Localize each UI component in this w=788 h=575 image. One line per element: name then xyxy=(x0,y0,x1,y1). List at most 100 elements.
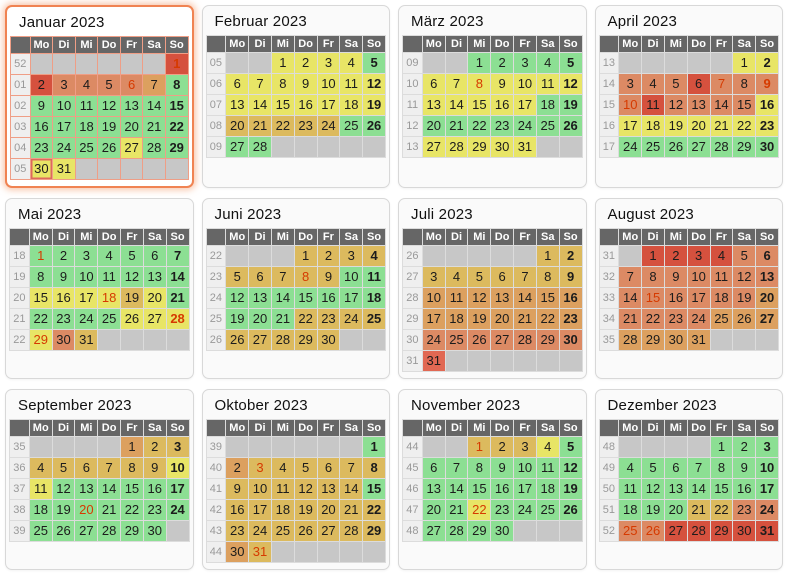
day-cell[interactable]: 30 xyxy=(226,542,249,562)
day-cell[interactable]: 2 xyxy=(559,246,582,266)
day-cell[interactable]: 6 xyxy=(756,246,778,266)
day-cell[interactable]: 12 xyxy=(642,479,664,499)
day-cell[interactable]: 17 xyxy=(514,95,536,115)
month-card-5[interactable]: Mai 2023 Mo Di Mi Do Fr Sa So 18 1 2 3 4 5 6 7 19 8 9 10 11 1… xyxy=(5,198,194,379)
day-cell[interactable]: 16 xyxy=(317,288,340,308)
day-cell[interactable]: 1 xyxy=(536,246,559,266)
day-cell[interactable]: 31 xyxy=(687,330,710,350)
day-cell[interactable]: 21 xyxy=(514,309,536,329)
day-cell[interactable]: 3 xyxy=(422,267,445,287)
day-cell[interactable]: 2 xyxy=(143,437,166,457)
day-cell[interactable]: 16 xyxy=(294,95,317,115)
day-cell[interactable]: 2 xyxy=(52,246,75,266)
day-cell[interactable]: 26 xyxy=(733,309,756,329)
day-cell[interactable]: 12 xyxy=(52,479,75,499)
day-cell[interactable]: 3 xyxy=(53,75,75,95)
day-cell[interactable]: 5 xyxy=(642,458,664,478)
day-cell[interactable]: 7 xyxy=(687,458,710,478)
day-cell[interactable]: 10 xyxy=(340,267,363,287)
day-cell[interactable]: 21 xyxy=(98,500,121,520)
day-cell[interactable]: 11 xyxy=(340,74,363,94)
day-cell[interactable]: 22 xyxy=(468,500,491,520)
day-cell[interactable]: 12 xyxy=(294,479,317,499)
day-cell[interactable]: 2 xyxy=(317,246,340,266)
day-cell[interactable]: 21 xyxy=(710,116,733,136)
day-cell[interactable]: 14 xyxy=(445,479,468,499)
day-cell[interactable]: 19 xyxy=(363,95,385,115)
day-cell[interactable]: 30 xyxy=(143,521,166,541)
day-cell[interactable]: 6 xyxy=(491,267,514,287)
day-cell[interactable]: 18 xyxy=(271,500,294,520)
day-cell[interactable]: 11 xyxy=(536,74,559,94)
day-cell[interactable]: 23 xyxy=(491,500,514,520)
day-cell[interactable]: 22 xyxy=(468,116,491,136)
day-cell[interactable]: 17 xyxy=(317,95,340,115)
day-cell[interactable]: 17 xyxy=(756,479,778,499)
day-cell[interactable]: 31 xyxy=(53,159,75,179)
month-card-1[interactable]: Januar 2023 Mo Di Mi Do Fr Sa So 52 1 01 2 3 4 5 6 7 8 02 9… xyxy=(5,5,194,188)
day-cell[interactable]: 11 xyxy=(271,479,294,499)
day-cell[interactable]: 25 xyxy=(98,309,121,329)
day-cell[interactable]: 3 xyxy=(619,74,642,94)
day-cell[interactable]: 24 xyxy=(340,309,363,329)
day-cell[interactable]: 28 xyxy=(340,521,363,541)
day-cell[interactable]: 13 xyxy=(422,95,445,115)
day-cell[interactable]: 28 xyxy=(166,309,189,329)
day-cell[interactable]: 5 xyxy=(468,267,491,287)
day-cell[interactable]: 4 xyxy=(75,75,98,95)
day-cell[interactable]: 13 xyxy=(756,267,778,287)
day-cell[interactable]: 7 xyxy=(445,74,468,94)
day-cell[interactable]: 30 xyxy=(756,137,778,157)
day-cell[interactable]: 2 xyxy=(30,75,53,95)
day-cell[interactable]: 1 xyxy=(468,53,491,73)
day-cell[interactable]: 7 xyxy=(249,74,271,94)
month-card-4[interactable]: April 2023 Mo Di Mi Do Fr Sa So 13 1 2 14 3 4 5 6 7 8 9 15 1… xyxy=(594,5,783,188)
day-cell[interactable]: 18 xyxy=(29,500,52,520)
day-cell[interactable]: 23 xyxy=(664,309,687,329)
day-cell[interactable]: 23 xyxy=(52,309,75,329)
day-cell[interactable]: 6 xyxy=(687,74,710,94)
day-cell[interactable]: 3 xyxy=(514,437,536,457)
day-cell[interactable]: 1 xyxy=(733,53,756,73)
day-cell[interactable]: 17 xyxy=(166,479,189,499)
day-cell[interactable]: 20 xyxy=(756,288,778,308)
day-cell[interactable]: 21 xyxy=(271,309,294,329)
day-cell[interactable]: 21 xyxy=(445,500,468,520)
day-cell[interactable]: 8 xyxy=(165,75,188,95)
day-cell[interactable]: 16 xyxy=(143,479,166,499)
day-cell[interactable]: 8 xyxy=(121,458,143,478)
day-cell[interactable]: 25 xyxy=(75,138,98,158)
day-cell[interactable]: 22 xyxy=(29,309,52,329)
day-cell[interactable]: 10 xyxy=(422,288,445,308)
day-cell[interactable]: 28 xyxy=(98,521,121,541)
day-cell[interactable]: 7 xyxy=(710,74,733,94)
day-cell[interactable]: 14 xyxy=(619,288,642,308)
day-cell[interactable]: 26 xyxy=(559,500,582,520)
month-card-7[interactable]: Juli 2023 Mo Di Mi Do Fr Sa So 26 1 2 27 3 4 5 6 7 8 9 28 10… xyxy=(398,198,587,379)
day-cell[interactable]: 20 xyxy=(664,500,687,520)
day-cell[interactable]: 24 xyxy=(249,521,271,541)
day-cell[interactable]: 26 xyxy=(98,138,120,158)
day-cell[interactable]: 10 xyxy=(249,479,271,499)
day-cell[interactable]: 11 xyxy=(642,95,664,115)
day-cell[interactable]: 23 xyxy=(317,309,340,329)
day-cell[interactable]: 15 xyxy=(710,479,733,499)
day-cell[interactable]: 14 xyxy=(143,96,165,116)
day-cell[interactable]: 10 xyxy=(514,458,536,478)
day-cell[interactable]: 22 xyxy=(536,309,559,329)
day-cell[interactable]: 15 xyxy=(363,479,385,499)
day-cell[interactable]: 23 xyxy=(226,521,249,541)
day-cell[interactable]: 26 xyxy=(121,309,143,329)
day-cell[interactable]: 15 xyxy=(468,95,491,115)
day-cell[interactable]: 19 xyxy=(226,309,249,329)
day-cell[interactable]: 24 xyxy=(756,500,778,520)
day-cell[interactable]: 30 xyxy=(317,330,340,350)
day-cell[interactable]: 4 xyxy=(98,246,121,266)
day-cell[interactable]: 1 xyxy=(121,437,143,457)
day-cell[interactable]: 9 xyxy=(559,267,582,287)
day-cell[interactable]: 13 xyxy=(664,479,687,499)
day-cell[interactable]: 15 xyxy=(733,95,756,115)
day-cell[interactable]: 8 xyxy=(468,74,491,94)
day-cell[interactable]: 11 xyxy=(536,458,559,478)
day-cell[interactable]: 1 xyxy=(710,437,733,457)
